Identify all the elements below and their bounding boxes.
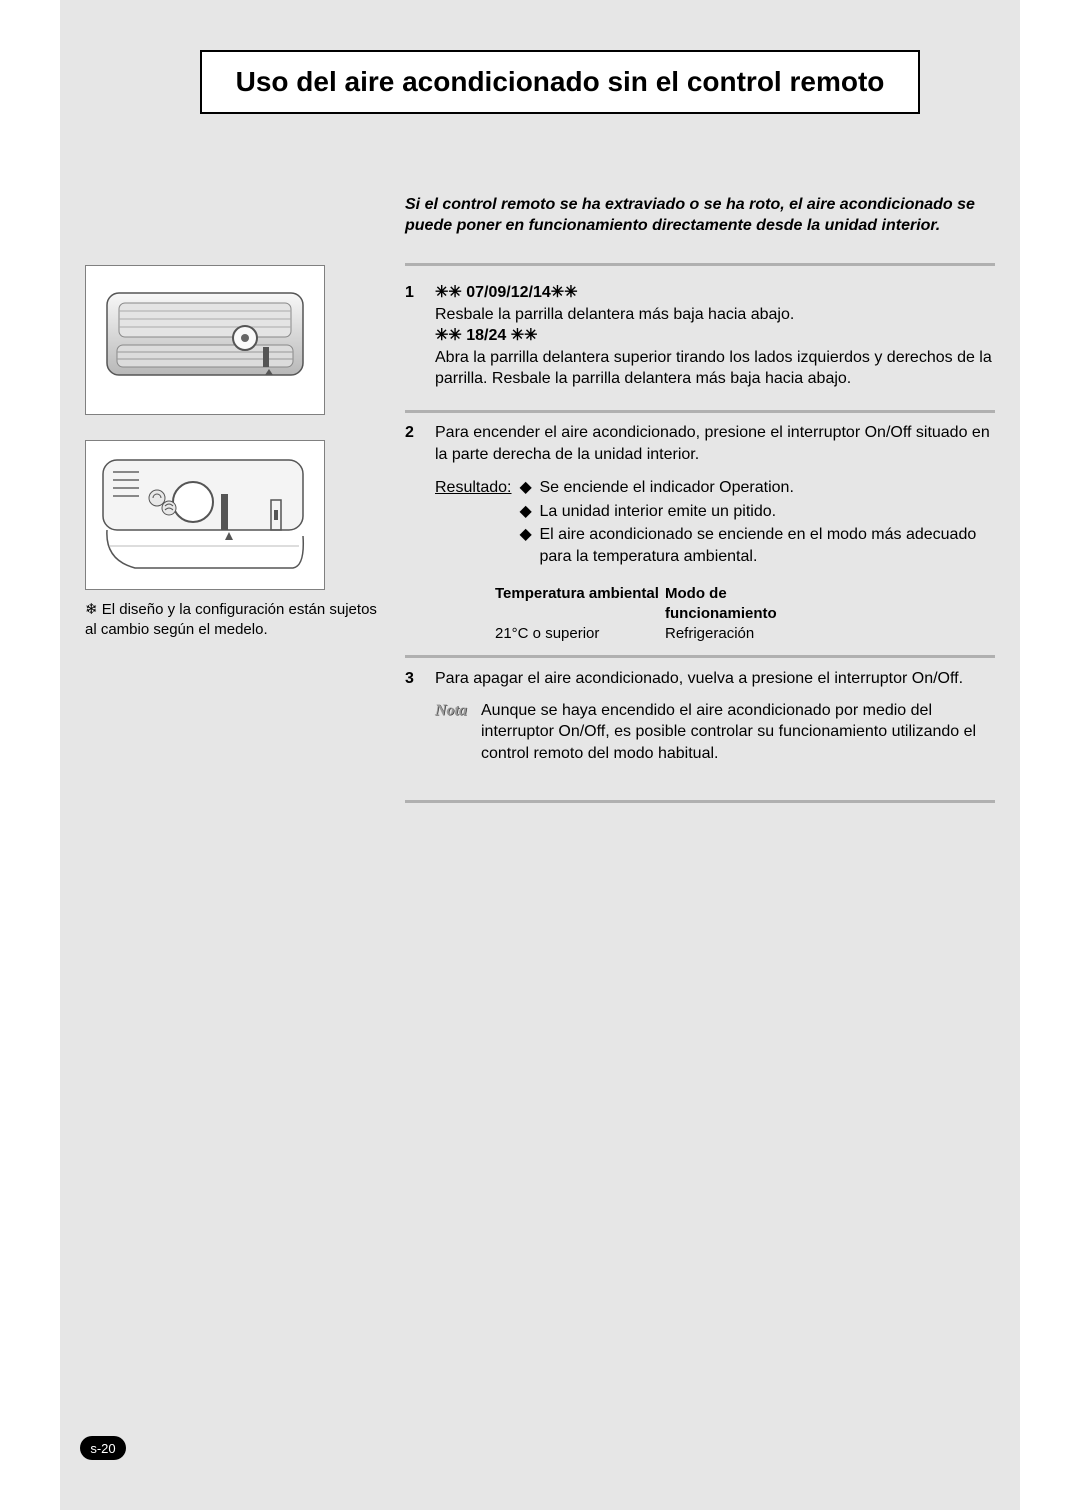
nota-label: Nota <box>435 700 481 765</box>
snowflake-icon: ❄ <box>85 601 98 618</box>
model-b-label: ✳✳ 18/24 ✳✳ <box>435 325 995 347</box>
result-item-text: La unidad interior emite un pitido. <box>540 501 777 523</box>
diamond-icon: ◆ <box>520 501 540 523</box>
conditions-table: Temperatura ambiental Modo de funcionami… <box>495 584 995 645</box>
figure-footnote: ❄ El diseño y la configuración están suj… <box>85 600 385 639</box>
table-header: Temperatura ambiental <box>495 584 665 625</box>
result-label: Resultado: <box>435 477 520 569</box>
table-header: Modo de funcionamiento <box>665 584 835 625</box>
table-cell: 21°C o superior <box>495 624 665 644</box>
figure-ac-unit-model-a <box>85 265 325 415</box>
result-item: ◆ Se enciende el indicador Operation. <box>520 477 996 499</box>
step-3: 3 Para apagar el aire acondicionado, vue… <box>405 668 995 764</box>
divider <box>405 655 995 658</box>
step-1: 1 ✳✳ 07/09/12/14✳✳ Resbale la parrilla d… <box>405 282 995 390</box>
intro-text: Si el control remoto se ha extraviado o … <box>405 195 995 237</box>
divider <box>405 263 995 266</box>
result-item: ◆ El aire acondicionado se enciende en e… <box>520 524 996 567</box>
table-cell: Refrigeración <box>665 624 835 644</box>
model-a-label: ✳✳ 07/09/12/14✳✳ <box>435 282 995 304</box>
step-3-text: Para apagar el aire acondicionado, vuelv… <box>435 668 995 690</box>
divider <box>405 410 995 413</box>
result-item-text: El aire acondicionado se enciende en el … <box>540 524 996 567</box>
diamond-icon: ◆ <box>520 477 540 499</box>
step-2-text: Para encender el aire acondicionado, pre… <box>435 422 995 465</box>
page-number: s-20 <box>80 1436 126 1460</box>
model-b-text: Abra la parrilla delantera superior tira… <box>435 347 995 390</box>
figure-footnote-text: El diseño y la configuración están sujet… <box>85 601 377 638</box>
model-a-text: Resbale la parrilla delantera más baja h… <box>435 304 995 326</box>
step-number: 3 <box>405 668 414 690</box>
figure-ac-unit-model-b <box>85 440 325 590</box>
divider <box>405 800 995 803</box>
step-number: 2 <box>405 422 414 444</box>
diamond-icon: ◆ <box>520 524 540 567</box>
result-item: ◆ La unidad interior emite un pitido. <box>520 501 996 523</box>
title-box: Uso del aire acondicionado sin el contro… <box>200 50 920 114</box>
step-number: 1 <box>405 282 414 304</box>
result-item-text: Se enciende el indicador Operation. <box>540 477 794 499</box>
nota-text: Aunque se haya encendido el aire acondic… <box>481 700 995 765</box>
step-2: 2 Para encender el aire acondicionado, p… <box>405 422 995 644</box>
page-title: Uso del aire acondicionado sin el contro… <box>226 66 894 98</box>
